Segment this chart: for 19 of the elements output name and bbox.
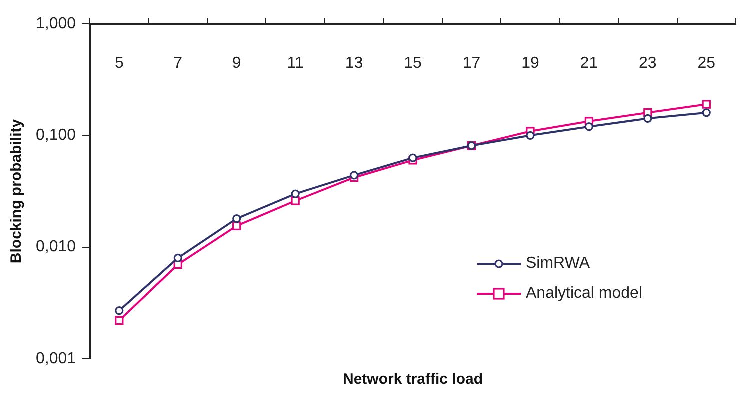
x-tick-label: 13 bbox=[345, 55, 364, 72]
x-tick-label: 9 bbox=[232, 55, 242, 72]
x-tick-label: 25 bbox=[698, 55, 716, 72]
y-tick-label: 0,001 bbox=[36, 350, 76, 368]
x-tick-label: 7 bbox=[174, 55, 183, 72]
x-axis-title: Network traffic load bbox=[342, 371, 484, 388]
x-tick-label: 5 bbox=[114, 55, 124, 72]
y-axis-title: Blocking probability bbox=[8, 118, 26, 264]
y-tick-label: 0,010 bbox=[36, 238, 76, 256]
x-tick-label: 15 bbox=[404, 55, 422, 72]
x-tick-label: 17 bbox=[462, 55, 481, 72]
x-tick-label: 11 bbox=[287, 55, 304, 72]
x-tick-label: 23 bbox=[639, 55, 657, 72]
legend-label: SimRWA bbox=[526, 255, 590, 273]
y-tick-label: 1,000 bbox=[36, 15, 76, 32]
x-tick-label: 19 bbox=[522, 55, 540, 72]
legend-label: Analytical model bbox=[526, 285, 642, 303]
y-tick-label: 0,100 bbox=[36, 127, 76, 144]
x-tick-label: 21 bbox=[580, 55, 598, 72]
